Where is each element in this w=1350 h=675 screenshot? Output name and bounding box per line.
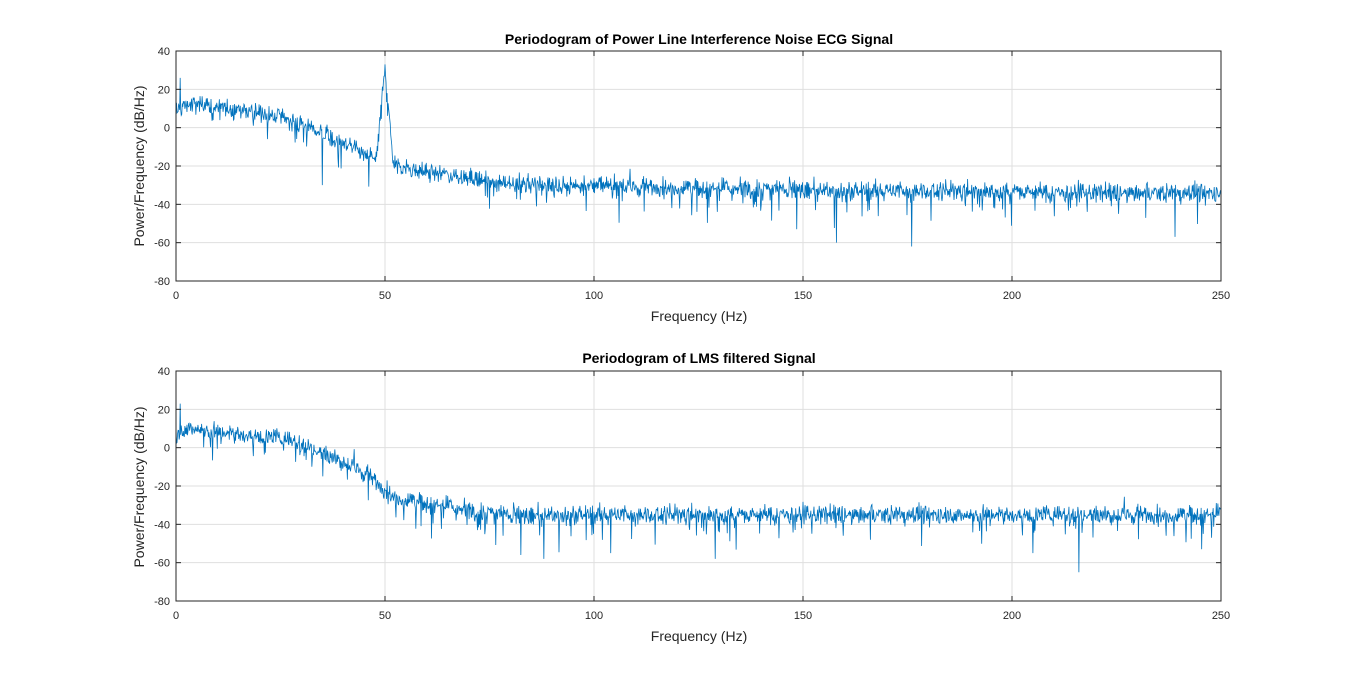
series-line	[175, 64, 1222, 247]
y-tick-label: 0	[164, 443, 170, 455]
x-tick-label: 250	[1212, 610, 1230, 622]
x-tick-label: 200	[1003, 610, 1021, 622]
y-tick-label: -40	[154, 199, 170, 211]
y-tick-label: -80	[154, 276, 170, 288]
y-axis-label: Power/Frequency (dB/Hz)	[131, 406, 147, 567]
y-tick-label: -60	[154, 238, 170, 250]
y-tick-label: 40	[158, 366, 170, 378]
x-tick-label: 100	[585, 610, 603, 622]
x-tick-label: 50	[379, 290, 391, 302]
y-tick-label: 20	[158, 404, 170, 416]
x-tick-label: 0	[173, 290, 179, 302]
x-tick-label: 250	[1212, 290, 1230, 302]
subplot-bottom: Periodogram of LMS filtered Signal Frequ…	[131, 350, 1230, 644]
subplot-top: Periodogram of Power Line Interference N…	[131, 31, 1230, 324]
y-tick-label: -60	[154, 558, 170, 570]
x-tick-label: 50	[379, 610, 391, 622]
y-tick-label: 20	[158, 84, 170, 96]
y-tick-label: 0	[164, 123, 170, 135]
x-axis-label: Frequency (Hz)	[651, 628, 747, 644]
x-axis-label: Frequency (Hz)	[651, 308, 747, 324]
series-line	[175, 403, 1222, 573]
chart-title: Periodogram of Power Line Interference N…	[505, 31, 893, 47]
y-axis-label: Power/Frequency (dB/Hz)	[131, 85, 147, 246]
x-tick-label: 200	[1003, 290, 1021, 302]
y-tick-label: -20	[154, 161, 170, 173]
x-tick-label: 150	[794, 290, 812, 302]
x-tick-label: 150	[794, 610, 812, 622]
x-tick-label: 0	[173, 610, 179, 622]
y-tick-label: -20	[154, 481, 170, 493]
y-tick-label: -40	[154, 519, 170, 531]
y-tick-label: 40	[158, 46, 170, 58]
chart-title: Periodogram of LMS filtered Signal	[582, 350, 815, 366]
x-tick-label: 100	[585, 290, 603, 302]
y-tick-label: -80	[154, 596, 170, 608]
